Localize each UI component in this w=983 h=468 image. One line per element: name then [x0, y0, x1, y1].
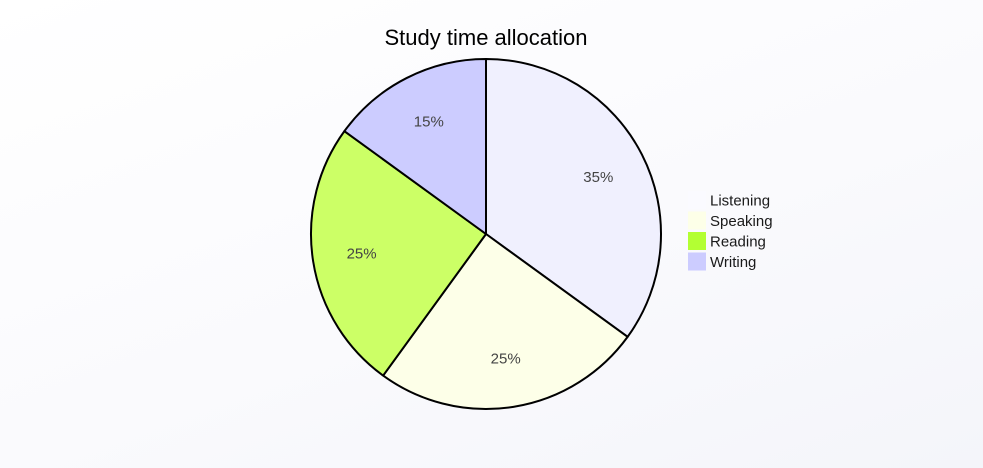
- legend-swatch-writing: [688, 252, 706, 271]
- legend-swatch-listening: [688, 191, 706, 209]
- legend-swatch-reading: [688, 232, 706, 250]
- legend: Listening Speaking Reading Writing: [688, 191, 773, 271]
- legend-label-writing: Writing: [710, 254, 756, 271]
- slice-label-speaking: 25%: [491, 350, 521, 367]
- pie-slice-reading: [310, 130, 487, 377]
- pie-slices: [310, 58, 662, 410]
- legend-swatch-speaking: [688, 211, 706, 230]
- slice-label-listening: 35%: [583, 169, 613, 186]
- slice-label-reading: 25%: [347, 246, 377, 263]
- pie-slice-writing: [343, 58, 487, 235]
- legend-label-speaking: Speaking: [710, 213, 773, 230]
- legend-label-reading: Reading: [710, 234, 766, 251]
- pie-slice-speaking: [382, 233, 629, 410]
- pie-slice-labels: 35% 25% 25% 15%: [347, 114, 614, 368]
- pie-slice-listening: [485, 58, 662, 338]
- legend-label-listening: Listening: [710, 193, 770, 210]
- slice-label-writing: 15%: [414, 114, 444, 131]
- chart-title: Study time allocation: [385, 25, 588, 50]
